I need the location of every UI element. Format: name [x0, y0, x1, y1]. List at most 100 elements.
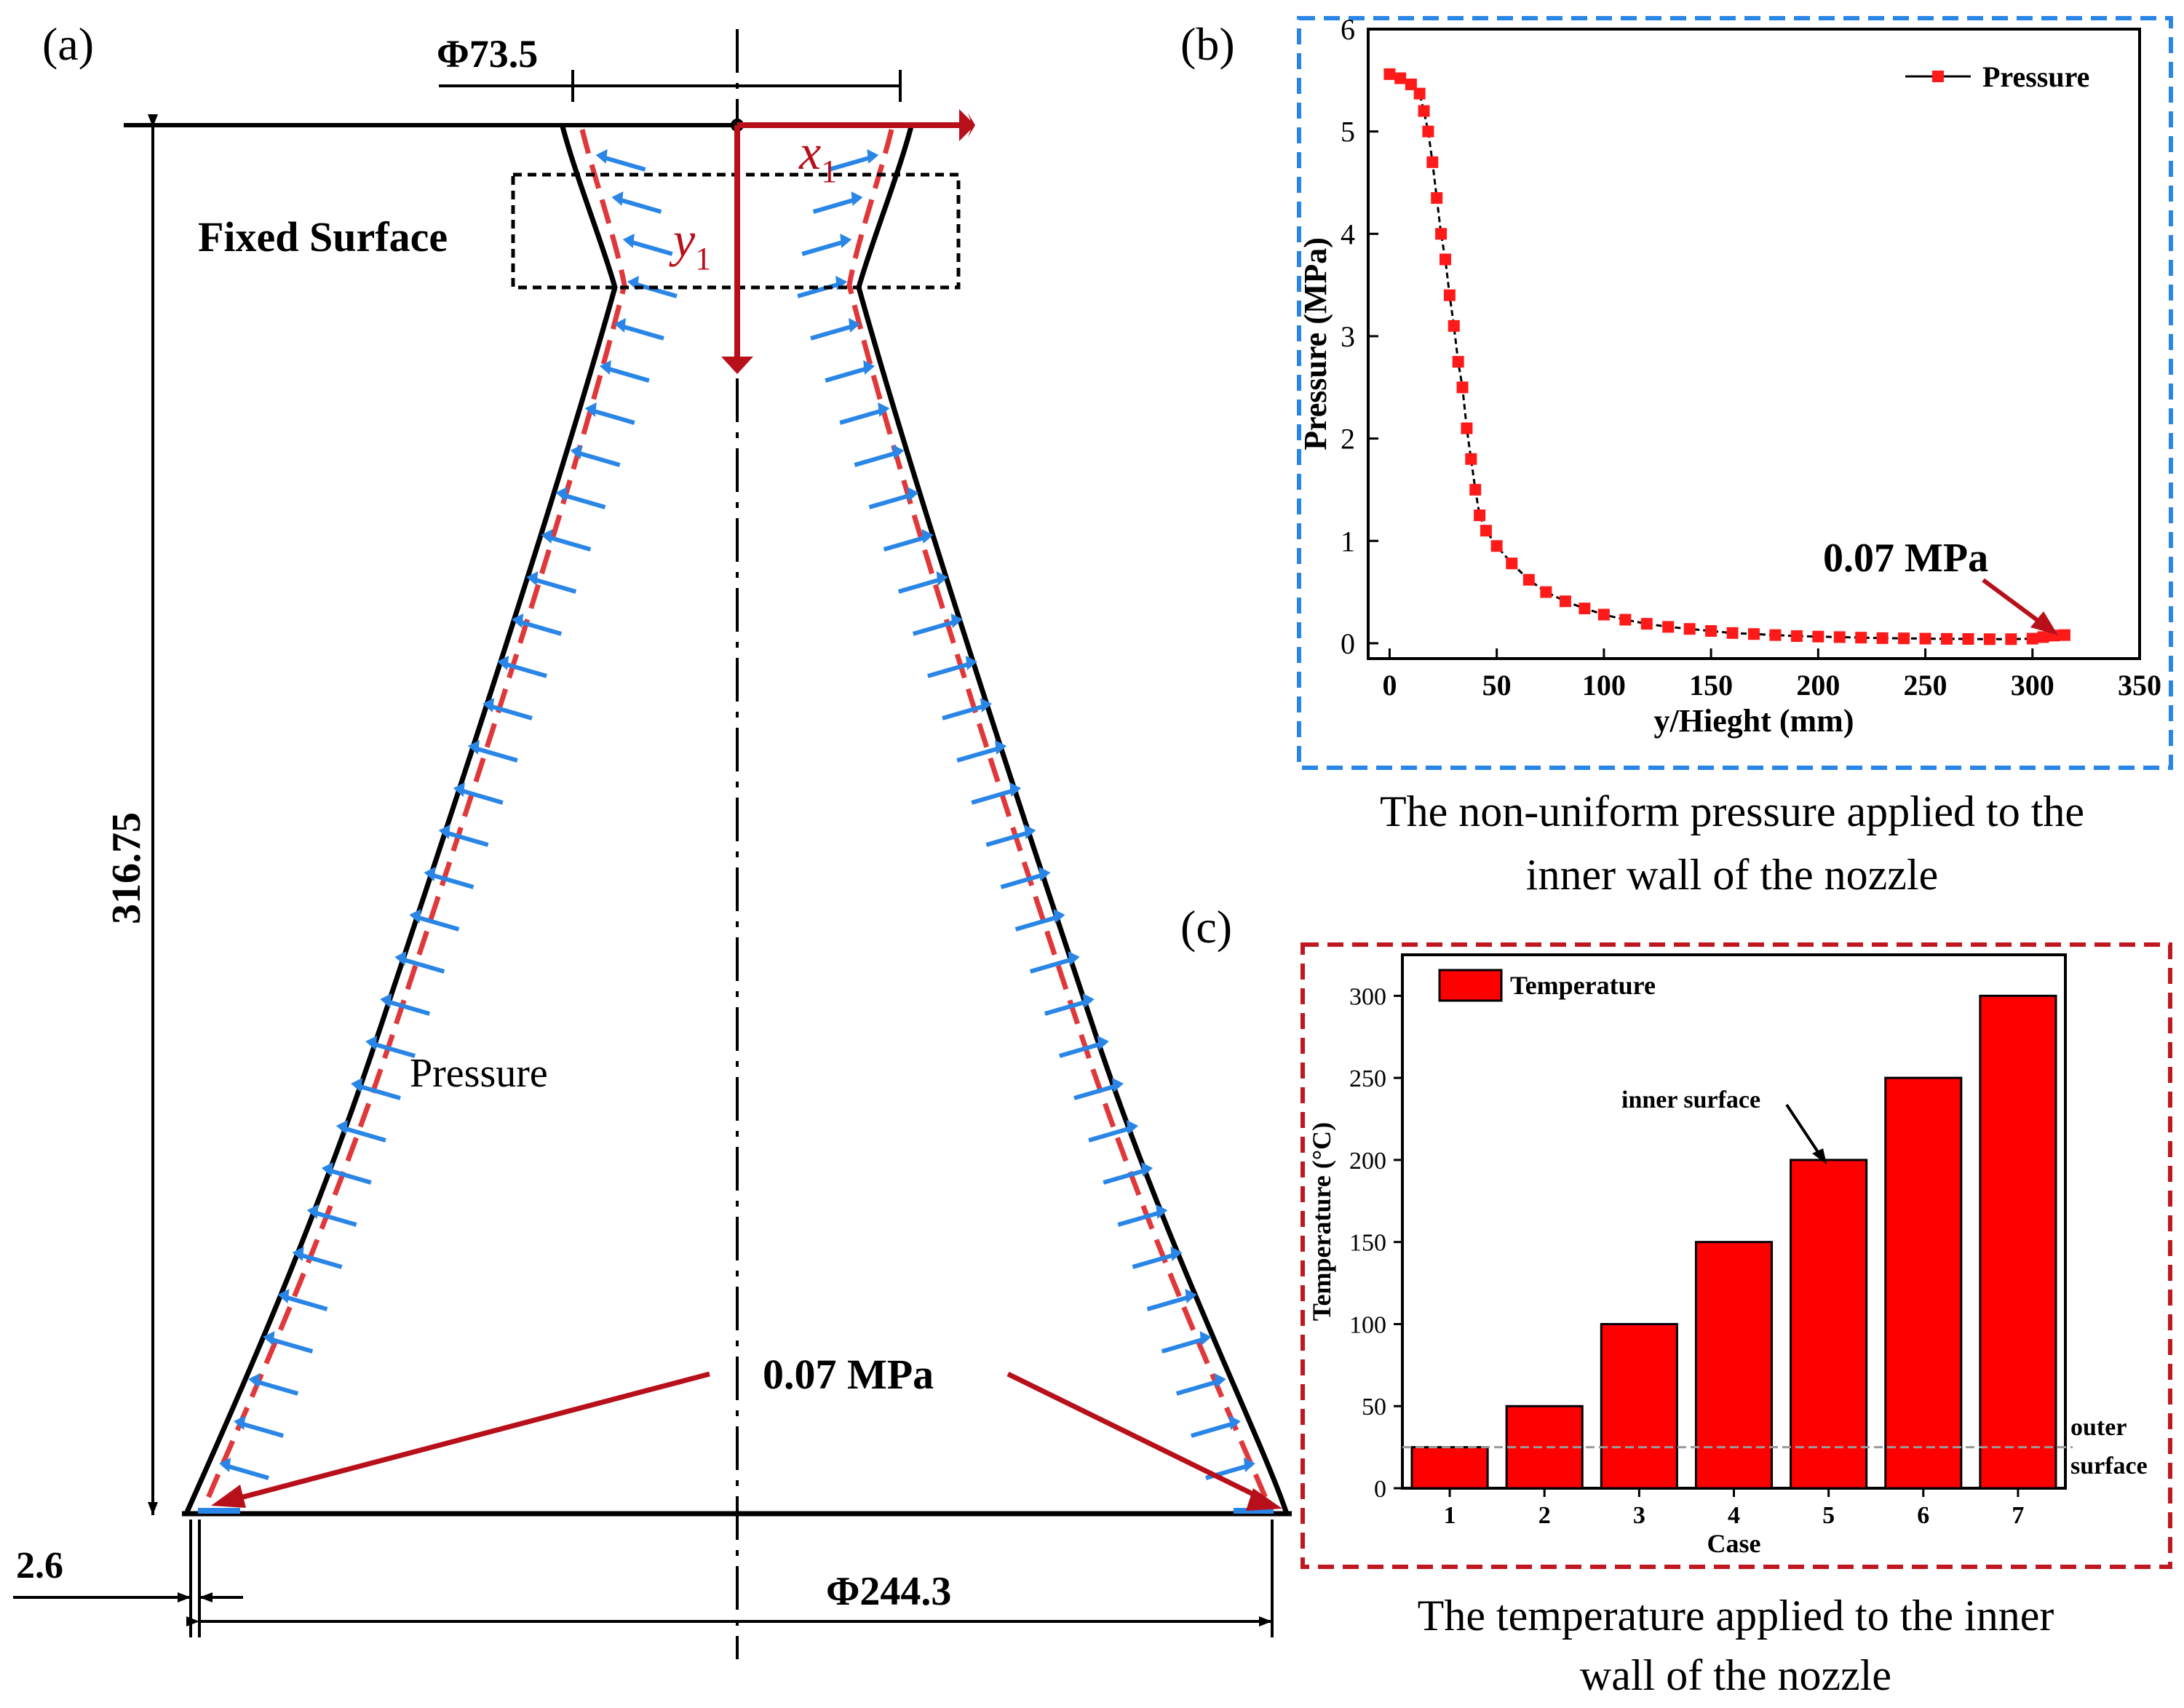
- x-tick-label: 5: [1822, 1502, 1835, 1529]
- x-tick-label: 0: [1382, 669, 1397, 702]
- x-tick-label: 4: [1728, 1502, 1740, 1529]
- nozzle-outer-contour-left: [183, 123, 618, 1515]
- pressure-point: [2037, 631, 2049, 643]
- pressure-arrow: [413, 914, 460, 932]
- pressure-arrow: [501, 661, 547, 678]
- y-tick-label: 3: [1341, 320, 1355, 353]
- outlet-pressure-label: 0.07 MPa: [763, 1351, 934, 1398]
- y-tick-label: 200: [1349, 1148, 1386, 1175]
- pressure-arrow: [839, 408, 886, 425]
- pressure-arrow: [1190, 1421, 1237, 1438]
- pressure-arrow: [615, 196, 662, 214]
- pressure-point: [1919, 632, 1931, 645]
- pressure-point: [2026, 632, 2038, 645]
- pressure-arrow: [1146, 1294, 1194, 1311]
- pressure-point: [1812, 630, 1824, 643]
- pressure-point: [1705, 625, 1718, 637]
- pressure-point: [1597, 608, 1610, 621]
- pressure-arrow: [868, 492, 916, 509]
- pressure-arrow: [599, 154, 646, 172]
- pressure-point: [1418, 105, 1430, 117]
- pressure-arrow: [1029, 956, 1076, 974]
- x-tick-label: 350: [2118, 669, 2161, 702]
- pressure-point: [1480, 525, 1492, 537]
- pressure-arrow: [956, 745, 1003, 763]
- pressure-point: [1413, 87, 1426, 100]
- pressure-point: [1465, 453, 1477, 465]
- pressure-point: [1474, 509, 1486, 522]
- pressure-arrow: [1117, 1209, 1164, 1227]
- x-tick-label: 200: [1796, 669, 1840, 702]
- pressure-point: [1683, 623, 1696, 635]
- y-tick-label: 150: [1349, 1230, 1386, 1257]
- y-tick-label: 0: [1374, 1476, 1386, 1503]
- pressure-arrow: [1175, 1378, 1223, 1396]
- panel-b-annotation: 0.07 MPa: [1823, 536, 1988, 581]
- pressure-point: [1790, 630, 1803, 643]
- panel-b-annotation-arrow: [1982, 578, 2046, 628]
- y-axis-title: Pressure (MPa): [1298, 237, 1333, 450]
- pressure-point: [1426, 156, 1439, 168]
- pressure-arrow: [828, 154, 875, 172]
- y-tick-label: 250: [1349, 1065, 1386, 1092]
- pressure-arrow: [618, 323, 664, 341]
- inner-wall-left: [202, 129, 627, 1506]
- pressure-arrow: [854, 450, 901, 467]
- pressure-point: [1469, 483, 1482, 496]
- outlet-arrow-right: [1006, 1371, 1268, 1504]
- y-tick-label: 6: [1341, 13, 1355, 46]
- panel-b-pressure-chart: (b) 0 50 100 150 200 250 300 350 0 1 2 3 4 5 6 y/Hieght…: [1180, 13, 2173, 899]
- inner-surface-annotation: inner surface: [1621, 1087, 1760, 1113]
- panel-a-nozzle-drawing: (a) Φ73.5 316.75 Fixed Surface: [13, 18, 1292, 1659]
- y-tick-label: 5: [1341, 116, 1355, 148]
- pressure-arrow: [325, 1167, 372, 1185]
- pressure-arrow: [1044, 998, 1091, 1016]
- pressure-arrow: [603, 365, 650, 383]
- pressure-point: [1579, 603, 1591, 615]
- panel-b-frame: [1297, 16, 2173, 770]
- pressure-point: [1962, 632, 1974, 645]
- pressure-arrow: [530, 576, 577, 594]
- pressure-point: [1435, 228, 1448, 240]
- pressure-point: [1422, 125, 1434, 138]
- pressure-arrow: [631, 281, 678, 298]
- pressure-arrow: [942, 703, 988, 720]
- y-tick-label: 1: [1341, 525, 1355, 557]
- pressure-arrow: [223, 1463, 269, 1480]
- pressure-arrow: [883, 534, 930, 552]
- pressure-arrow: [281, 1294, 328, 1311]
- legend-swatch: [1438, 969, 1503, 1002]
- temperature-bar: [1505, 1405, 1584, 1490]
- pressure-point: [1726, 627, 1739, 639]
- y-tick-label: 50: [1362, 1394, 1386, 1421]
- x-axis-title: Case: [1707, 1529, 1761, 1558]
- pressure-point: [1855, 632, 1867, 644]
- pressure-point: [1448, 319, 1460, 332]
- y-tick-label: 2: [1341, 423, 1355, 456]
- pressure-arrow: [1014, 914, 1062, 932]
- top-diameter-dimension: Φ73.5: [437, 32, 538, 76]
- pressure-point: [1506, 557, 1518, 570]
- pressure-arrow: [252, 1378, 299, 1396]
- bottom-diameter-dimension: Φ244.3: [826, 1569, 951, 1614]
- pressure-point: [1452, 356, 1464, 368]
- pressure-point: [2005, 633, 2017, 646]
- pressure-point: [1769, 629, 1782, 641]
- panel-a-label: (a): [42, 18, 94, 70]
- x-tick-label: 2: [1538, 1502, 1551, 1529]
- pressure-arrow: [971, 787, 1018, 805]
- inner-surface-arrow: [1785, 1103, 1821, 1156]
- height-dimension: 316.75: [104, 812, 149, 924]
- x-tick-label: 50: [1482, 669, 1512, 702]
- pressure-arrow: [354, 1083, 401, 1100]
- pressure-arrow: [810, 323, 857, 341]
- temperature-bar: [1600, 1322, 1678, 1490]
- panel-c-caption-line1: The temperature applied to the inner: [1418, 1592, 2054, 1640]
- pressure-point: [1640, 618, 1653, 630]
- pressure-arrow: [912, 619, 959, 636]
- x-tick-label: 1: [1444, 1502, 1456, 1529]
- pressure-point: [1619, 613, 1632, 626]
- x-tick-label: 3: [1633, 1502, 1645, 1529]
- pressure-arrow: [985, 830, 1033, 847]
